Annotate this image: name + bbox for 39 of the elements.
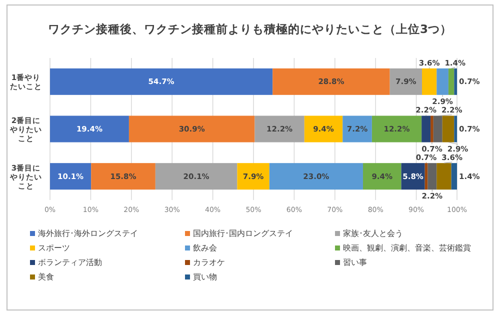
bar (269, 163, 363, 190)
legend-label: 映画、観劇、演劇、音楽、芸術鑑賞 (343, 244, 471, 252)
bar (448, 68, 454, 95)
bar (422, 68, 437, 95)
bar (155, 163, 238, 190)
legend-label: カラオケ (193, 258, 225, 267)
bar (272, 68, 390, 95)
legend-label: 習い事 (343, 258, 367, 267)
legend-label: 飲み会 (193, 244, 217, 252)
bar (451, 163, 457, 190)
bar (128, 116, 255, 142)
bar (442, 116, 454, 142)
bar (254, 116, 304, 142)
legend-label: スポーツ (38, 244, 70, 252)
bar (454, 116, 457, 142)
bar (436, 163, 452, 190)
legend-label: ボランティア活動 (38, 258, 102, 267)
bar (430, 116, 434, 142)
bar (362, 163, 402, 190)
bar (91, 163, 156, 190)
bar (50, 116, 129, 142)
bar (422, 116, 431, 142)
bar (342, 116, 372, 142)
bar (454, 68, 457, 95)
legend-label: 海外旅行･海外ロングステイ (38, 229, 138, 238)
legend-label: 家族･友人と会う (343, 229, 403, 238)
bar (237, 163, 270, 190)
bar (304, 116, 343, 142)
legend-label: 美食 (38, 272, 54, 282)
legend-label: 買い物 (193, 272, 217, 282)
bar (428, 163, 437, 190)
bar (50, 163, 92, 190)
bar (433, 116, 442, 142)
bar (390, 68, 422, 95)
bar (436, 68, 448, 95)
bar (372, 116, 422, 142)
chart-title: ワクチン接種後、ワクチン接種前よりも積極的にやりたいこと（上位3つ） (48, 22, 452, 36)
legend-label: 国内旅行･国内ロングステイ (193, 229, 293, 238)
bar (50, 68, 273, 95)
